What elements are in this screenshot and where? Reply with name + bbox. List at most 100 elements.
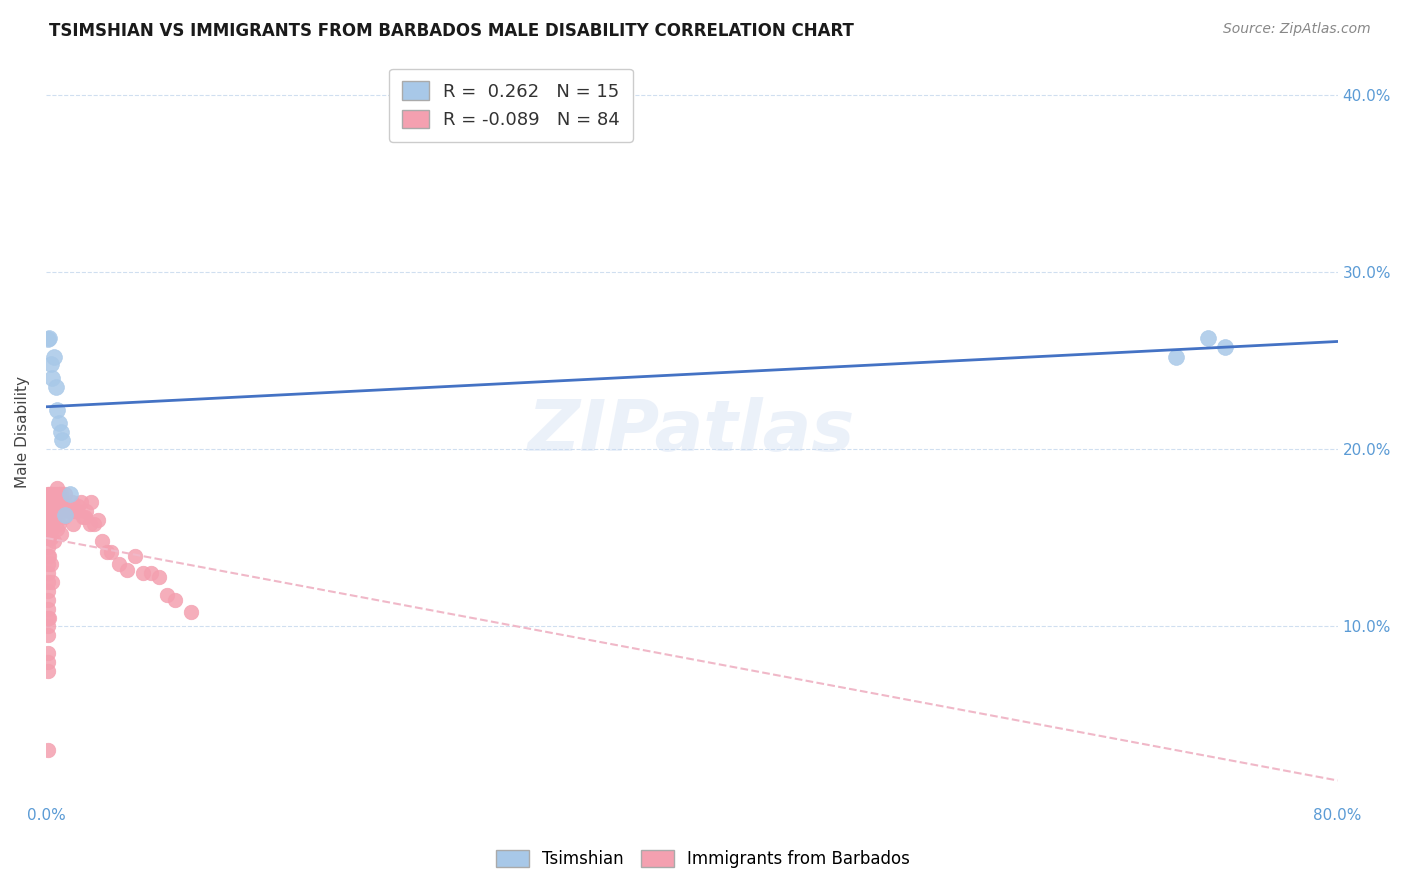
Y-axis label: Male Disability: Male Disability (15, 376, 30, 488)
Point (42, 513, 65, 527)
Point (60, 495, 83, 509)
Point (37, 584, 59, 599)
Point (37, 601, 59, 615)
Point (156, 588, 179, 602)
Point (41, 495, 63, 509)
Point (37, 495, 59, 509)
Point (41, 371, 63, 385)
Point (37, 619, 59, 633)
Point (48, 516, 70, 531)
Point (1166, 350, 1188, 364)
Point (42, 534, 65, 549)
Point (63, 504, 86, 518)
Point (48, 486, 70, 500)
Point (37, 486, 59, 500)
Point (66, 504, 89, 518)
Point (37, 558, 59, 572)
Point (45, 495, 67, 509)
Point (38, 610, 60, 624)
Point (79, 516, 101, 531)
Point (38, 513, 60, 527)
Point (37, 549, 59, 563)
Point (91, 534, 114, 549)
Point (53, 508, 76, 522)
Point (39, 357, 62, 371)
Point (38, 531, 60, 545)
Point (49, 425, 72, 439)
Point (49, 486, 72, 500)
Point (39, 513, 62, 527)
Point (72, 509, 94, 524)
Point (37, 575, 59, 590)
Point (45, 380, 67, 394)
Point (48, 416, 70, 430)
Point (83, 516, 105, 531)
Point (37, 664, 59, 678)
Point (38, 495, 60, 509)
Point (37, 743, 59, 757)
Point (100, 545, 122, 559)
Point (38, 522, 60, 536)
Text: TSIMSHIAN VS IMMIGRANTS FROM BARBADOS MALE DISABILITY CORRELATION CHART: TSIMSHIAN VS IMMIGRANTS FROM BARBADOS MA… (49, 22, 853, 40)
Point (46, 504, 69, 518)
Point (38, 486, 60, 500)
Point (1198, 331, 1220, 345)
Point (38, 331, 60, 345)
Point (52, 509, 75, 524)
Legend: R =  0.262   N = 15, R = -0.089   N = 84: R = 0.262 N = 15, R = -0.089 N = 84 (389, 69, 633, 142)
Point (62, 516, 84, 531)
Point (107, 558, 129, 572)
Point (38, 504, 60, 518)
Point (67, 499, 90, 513)
Point (51, 504, 73, 518)
Point (37, 531, 59, 545)
Point (180, 605, 202, 619)
Point (86, 513, 108, 527)
Point (73, 509, 96, 524)
Point (148, 570, 170, 584)
Point (41, 522, 63, 536)
Point (132, 566, 155, 581)
Point (41, 575, 63, 590)
Point (37, 540, 59, 554)
Point (46, 403, 69, 417)
Point (124, 549, 146, 563)
Point (58, 504, 80, 518)
Point (53, 486, 76, 500)
Point (37, 593, 59, 607)
Point (59, 504, 82, 518)
Point (80, 495, 103, 509)
Point (51, 434, 73, 448)
Point (37, 566, 59, 581)
Point (37, 522, 59, 536)
Point (37, 646, 59, 660)
Point (96, 545, 118, 559)
Point (37, 610, 59, 624)
Point (45, 486, 67, 500)
Point (37, 333, 59, 347)
Point (39, 486, 62, 500)
Point (37, 504, 59, 518)
Point (139, 566, 162, 581)
Point (70, 495, 93, 509)
Point (39, 531, 62, 545)
Point (59, 486, 82, 500)
Point (37, 655, 59, 669)
Point (42, 350, 65, 364)
Point (46, 481, 69, 495)
Point (42, 504, 65, 518)
Point (39, 504, 62, 518)
Point (42, 486, 65, 500)
Point (39, 558, 62, 572)
Text: ZIPatlas: ZIPatlas (529, 397, 855, 467)
Point (51, 495, 73, 509)
Point (1213, 340, 1236, 354)
Point (39, 495, 62, 509)
Text: Source: ZipAtlas.com: Source: ZipAtlas.com (1223, 22, 1371, 37)
Point (38, 549, 60, 563)
Point (115, 563, 138, 577)
Point (37, 628, 59, 642)
Point (46, 522, 69, 536)
Legend: Tsimshian, Immigrants from Barbados: Tsimshian, Immigrants from Barbados (489, 843, 917, 875)
Point (49, 527, 72, 541)
